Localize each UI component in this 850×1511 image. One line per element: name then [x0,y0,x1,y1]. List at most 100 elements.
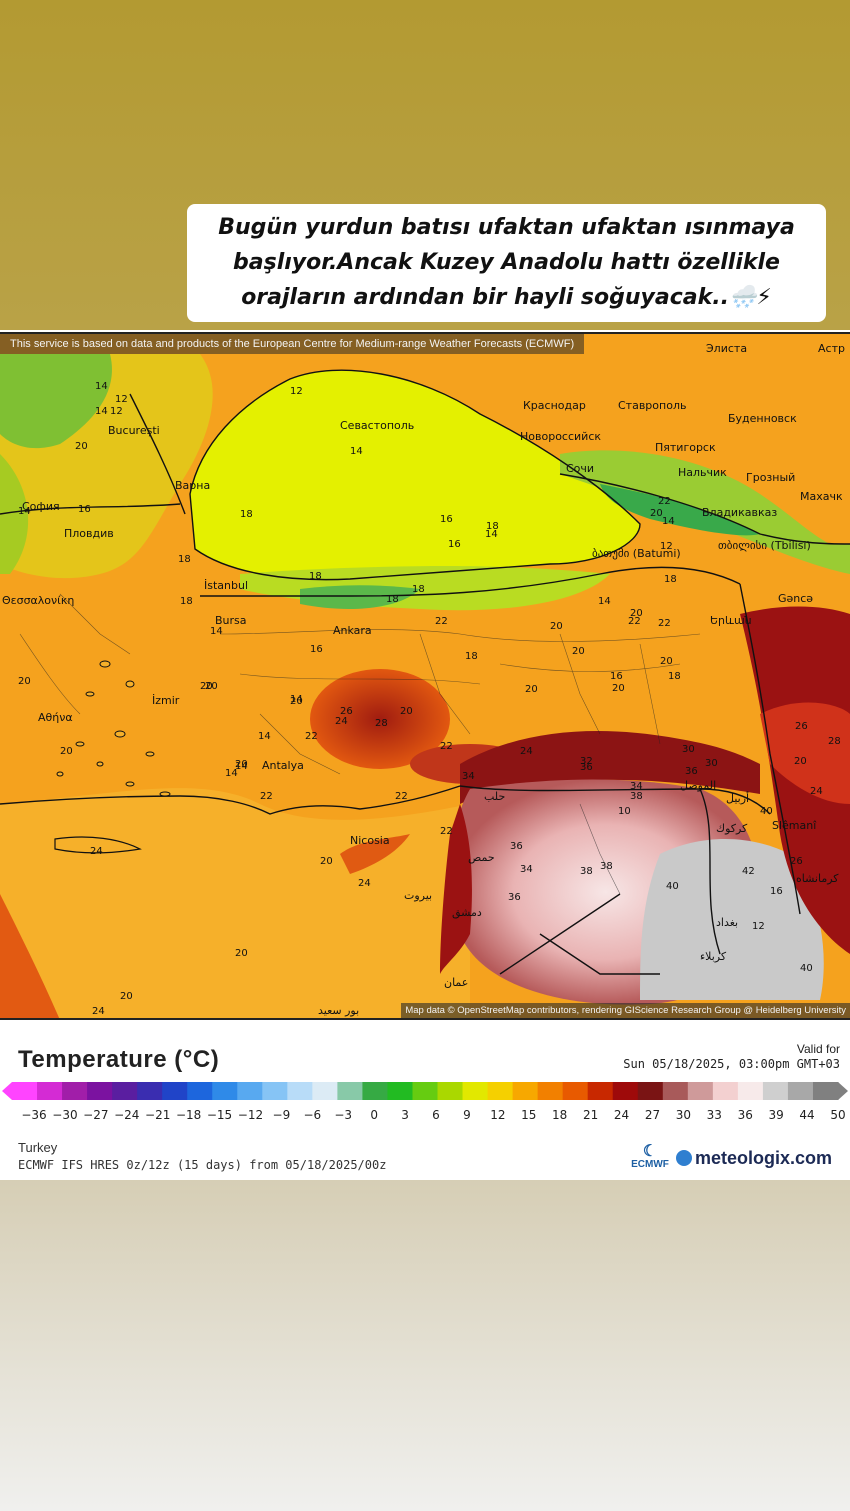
color-scale-cell [762,1082,789,1100]
color-scale-cell [587,1082,614,1100]
region-label: Turkey [18,1140,58,1155]
city-label: Antalya [262,759,304,772]
temperature-value: 14 [210,626,223,637]
color-scale-cell [212,1082,238,1100]
color-scale-ticks: −36 −30 −27 −24 −21 −18 −15 −12 −9 −6 −3 0 3 6 9 12 15 18… [0,1108,850,1128]
caption-text: Bugün yurdun batısı ufaktan ufaktan ısın… [218,215,795,310]
temperature-value: 32 [580,756,593,767]
temperature-value: 14 [225,768,238,779]
temperature-value: 20 [630,608,643,619]
scale-tick-label: −30 [52,1108,78,1122]
city-label: თბილისი (Tbilisi) [718,539,811,552]
city-label: دمشق [452,906,482,920]
temperature-value: 14 [598,596,611,607]
scale-tick-label: 33 [706,1108,722,1122]
osm-attribution[interactable]: Map data © OpenStreetMap contributors, r… [401,1003,850,1018]
scale-arrow-right [838,1082,848,1100]
color-scale-cell [637,1082,664,1100]
temperature-value: 24 [90,846,103,857]
city-label: Αθήνα [38,711,73,724]
city-label: بيروت [404,889,432,902]
temperature-value: 20 [660,656,673,667]
brand-text: meteologix.com [695,1148,833,1168]
valid-date: Sun 05/18/2025, 03:00pm GMT+03 [623,1057,840,1071]
temperature-value: 28 [828,736,841,747]
temperature-value: 36 [685,766,698,777]
color-scale-cell [262,1082,288,1100]
temperature-value: 10 [618,806,631,817]
scale-tick-label: 44 [799,1108,815,1122]
scale-tick-label: −36 [21,1108,47,1122]
color-scale-cell [737,1082,764,1100]
temperature-value: 20 [200,681,213,692]
temperature-value: 38 [600,861,613,872]
temperature-value: 18 [180,596,193,607]
color-scale-cell [512,1082,539,1100]
city-label: Երևան [710,614,752,627]
globe-icon [676,1150,692,1166]
meteologix-logo[interactable]: meteologix.com [676,1148,832,1169]
city-label: Ставрополь [618,399,686,412]
temperature-map[interactable]: 14 12 14 12 20 16 14 18 18 14 16 20 20 22 14 14 14 14 12 14… [0,332,850,1020]
city-label: İstanbul [204,579,248,592]
city-label: Bursa [215,614,247,627]
temperature-value: 18 [664,574,677,585]
temperature-value: 12 [752,921,765,932]
scale-tick-label: 27 [644,1108,661,1122]
city-label: Пятигорск [655,441,716,454]
temperature-value: 16 [310,644,323,655]
temperature-value: 34 [630,781,643,792]
city-label: Θεσσαλονίκη [2,594,74,607]
scale-tick-label: 6 [432,1108,440,1122]
city-label: Владикавказ [702,506,777,519]
temperature-value: 14 [18,506,31,517]
scale-tick-label: −27 [83,1108,109,1122]
scale-tick-label: −21 [145,1108,171,1122]
model-info: ECMWF IFS HRES 0z/12z (15 days) from 05/… [18,1158,387,1172]
temperature-value: 22 [305,731,318,742]
temperature-value: 24 [810,786,823,797]
scale-tick-label: −24 [114,1108,140,1122]
temperature-value: 20 [235,948,248,959]
scale-tick-label: 15 [521,1108,537,1122]
city-label: Новороссийск [520,430,601,443]
color-scale-bar [2,1082,848,1100]
temperature-value: 18 [178,554,191,565]
color-scale-cell [712,1082,739,1100]
temperature-value: 22 [658,618,671,629]
scale-tick-label: 24 [613,1108,630,1122]
temperature-value: 38 [630,791,643,802]
temperature-value: 34 [462,771,475,782]
color-scale-cell [562,1082,589,1100]
temperature-value: 12 [660,541,673,552]
temperature-value: 36 [508,892,521,903]
color-scale-cell [487,1082,514,1100]
color-scale-cell [462,1082,489,1100]
temperature-value: 24 [520,746,533,757]
city-label: ბათუმი (Batumi) [592,547,681,560]
temperature-value: 16 [440,514,453,525]
temperature-value: 18 [240,509,253,520]
temperature-value: 18 [486,521,499,532]
ecmwf-logo: ☾ ECMWF [628,1144,672,1171]
city-label: București [108,424,160,437]
city-label: Астр [818,342,845,355]
city-label: İzmir [152,694,180,707]
temperature-value: 20 [18,676,31,687]
temperature-value: 14 [290,694,303,705]
city-label: بور سعيد [318,1004,359,1017]
city-labels: București Варна София Пловдив Θεσσαλονίκη İst… [2,342,845,1017]
city-label: Gəncə [778,592,813,605]
color-scale-cell [12,1082,38,1100]
scale-tick-label: −6 [303,1108,322,1122]
city-label: София [22,500,60,513]
city-label: Севастополь [340,419,414,432]
scale-tick-label: −3 [334,1108,353,1122]
legend-panel: Temperature (°C) Valid for Sun 05/18/202… [0,1020,850,1180]
city-label: كركوك [716,822,748,835]
temperature-value: 22 [395,791,408,802]
temperature-value: 40 [666,881,679,892]
temperature-value: 12 [115,394,128,405]
city-label: بغداد [716,916,738,929]
page-background-bottom [0,1180,850,1511]
